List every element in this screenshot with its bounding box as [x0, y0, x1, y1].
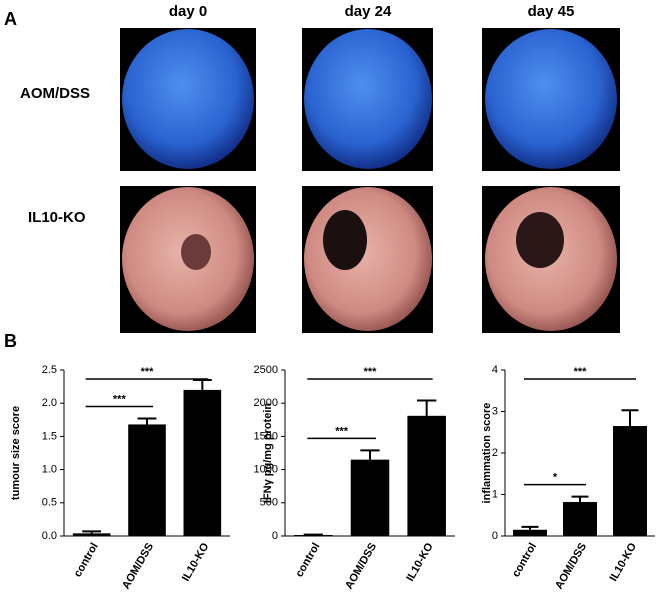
y-tick-label: 1000 — [254, 464, 278, 476]
y-tick-label: 0.5 — [42, 497, 57, 509]
x-tick-label: AOM/DSS — [343, 541, 379, 591]
x-tick-label: control — [72, 541, 101, 579]
bar — [613, 426, 647, 536]
row-header: AOM/DSS — [20, 85, 90, 102]
y-tick-label: 2.0 — [42, 397, 57, 409]
error-bar — [521, 525, 539, 530]
bar — [183, 389, 222, 536]
significance-label: * — [553, 471, 558, 483]
significance-label: *** — [574, 366, 588, 378]
lumen — [181, 234, 211, 270]
photo-view — [304, 187, 432, 331]
photo-view — [122, 29, 254, 169]
y-tick-label: 3 — [492, 405, 498, 417]
row-header: IL10-KO — [28, 209, 86, 226]
y-axis-label: IFNγ pg/mg protein — [262, 403, 274, 504]
error-bar — [417, 399, 437, 416]
y-tick-label: 2.5 — [42, 364, 57, 376]
x-tick-label: control — [293, 541, 322, 579]
y-axis-label: tumour size score — [10, 406, 22, 500]
bar — [350, 459, 390, 536]
y-tick-label: 4 — [492, 364, 498, 376]
y-tick-label: 0.0 — [42, 530, 57, 542]
error-bar — [621, 409, 639, 427]
significance-label: *** — [364, 366, 378, 378]
lumen — [323, 210, 367, 270]
y-tick-label: 1500 — [254, 430, 278, 442]
x-tick-label: IL10-KO — [608, 541, 640, 584]
error-bar — [137, 417, 157, 425]
column-header: day 45 — [528, 3, 575, 20]
y-tick-label: 2500 — [254, 364, 278, 376]
panel-label: A — [4, 9, 17, 29]
error-bar — [82, 530, 102, 534]
y-axis-label: inflammation score — [481, 403, 493, 504]
y-tick-label: 0 — [492, 530, 498, 542]
y-tick-label: 0 — [272, 530, 278, 542]
photo-view — [304, 29, 432, 169]
y-tick-label: 2000 — [254, 397, 278, 409]
y-tick-label: 2 — [492, 447, 498, 459]
significance-label: *** — [141, 366, 155, 378]
panel-label: B — [4, 331, 17, 351]
error-bar — [360, 449, 380, 460]
x-tick-label: AOM/DSS — [553, 541, 589, 591]
column-header: day 0 — [169, 3, 207, 20]
y-tick-label: 1 — [492, 488, 498, 500]
bar — [563, 501, 597, 536]
bar — [72, 533, 111, 536]
y-tick-label: 1.0 — [42, 464, 57, 476]
bar — [128, 424, 166, 536]
x-tick-label: AOM/DSS — [120, 541, 156, 591]
column-header: day 24 — [345, 3, 392, 20]
photo-view — [485, 29, 617, 169]
lumen — [516, 212, 564, 268]
x-tick-label: IL10-KO — [404, 541, 436, 584]
significance-label: *** — [335, 425, 349, 437]
error-bar — [571, 495, 589, 502]
y-tick-label: 1.5 — [42, 430, 57, 442]
significance-label: *** — [113, 393, 127, 405]
x-tick-label: control — [510, 541, 539, 579]
y-tick-label: 500 — [260, 497, 278, 509]
error-bar — [192, 378, 212, 390]
bar — [407, 415, 446, 536]
photo-grid — [120, 28, 620, 333]
x-tick-label: IL10-KO — [180, 541, 212, 584]
bar — [513, 529, 547, 536]
